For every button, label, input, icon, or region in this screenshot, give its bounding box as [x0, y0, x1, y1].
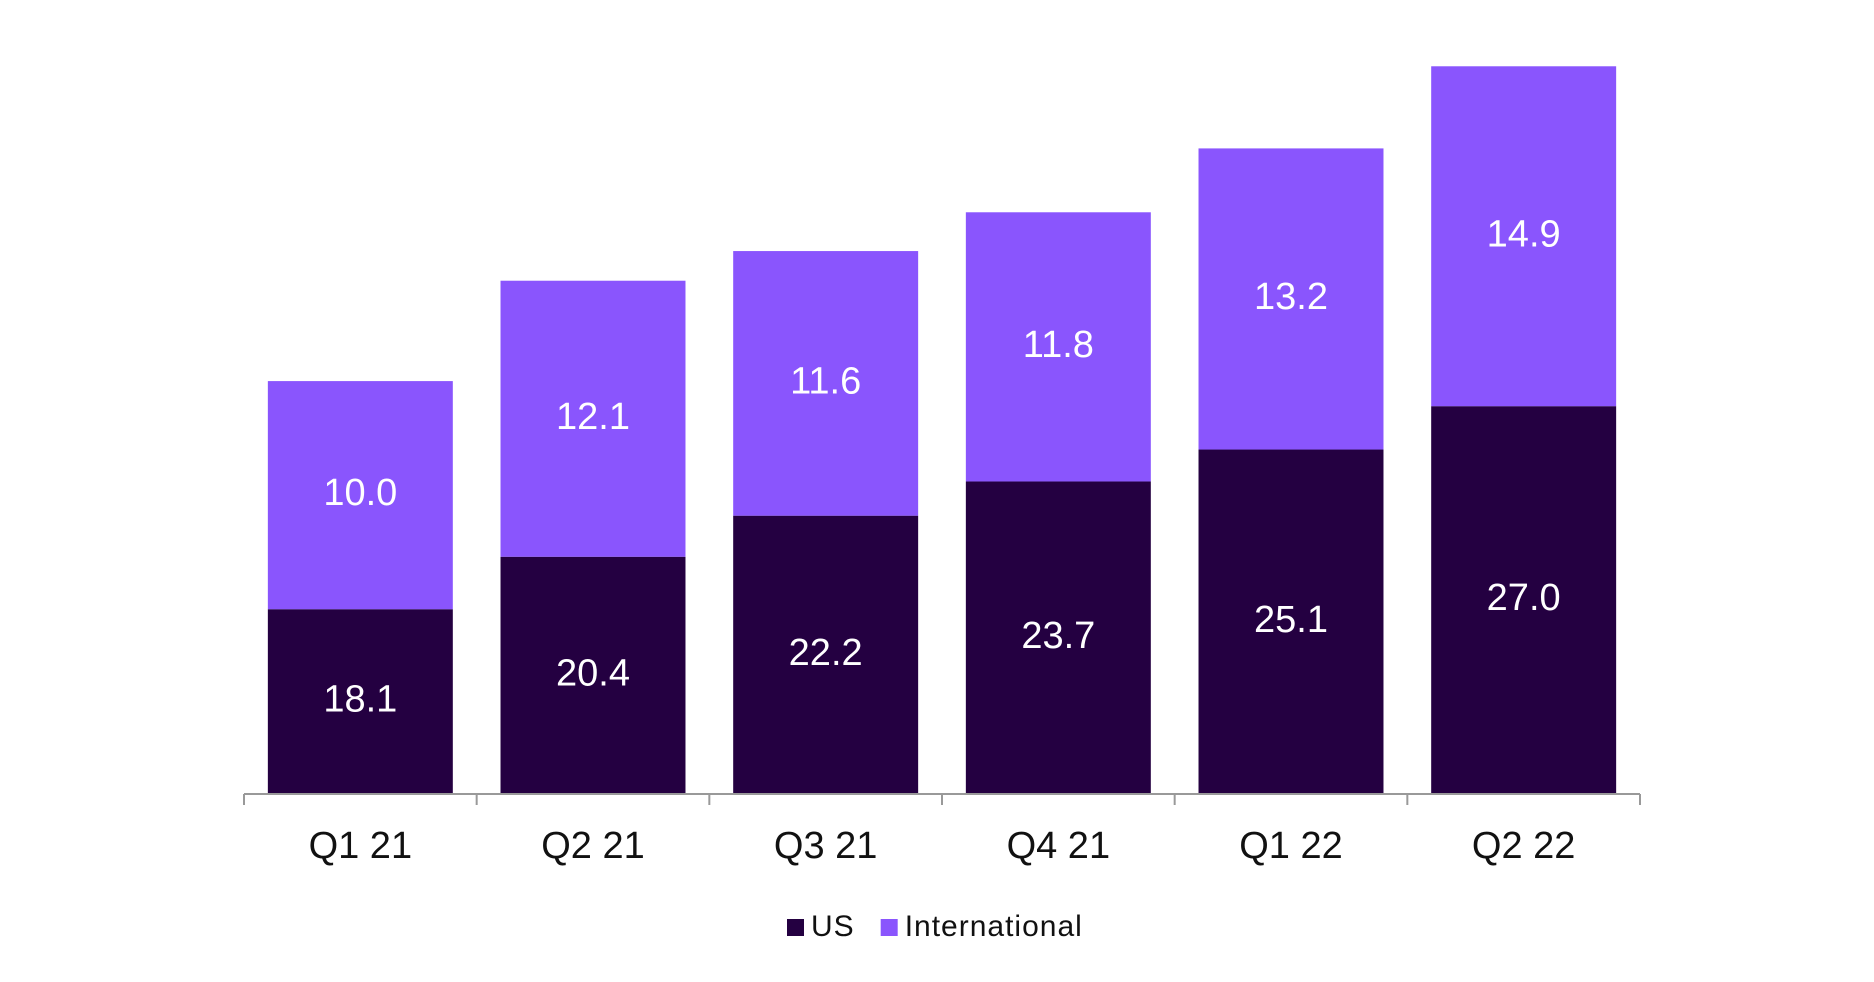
x-tick-label: Q2 22 [1472, 825, 1576, 867]
data-label: 11.6 [790, 360, 861, 402]
bar-segment [733, 251, 919, 516]
data-label: 11.8 [1023, 324, 1094, 366]
data-label: 20.4 [556, 652, 630, 694]
legend-label: International [905, 910, 1083, 943]
bar-segment [965, 481, 1151, 794]
legend-label: US [811, 910, 855, 943]
bar-segment [1431, 66, 1617, 407]
bar-segment [267, 381, 453, 610]
bar-segment [1198, 449, 1384, 794]
bar-segment [1431, 406, 1617, 794]
x-tick-label: Q2 21 [541, 825, 645, 867]
data-label: 27.0 [1487, 577, 1561, 619]
legend-swatch [787, 919, 804, 936]
data-label: 18.1 [323, 679, 397, 721]
data-label: 22.2 [789, 632, 863, 674]
bar-segment [267, 609, 453, 794]
data-label: 12.1 [556, 396, 630, 438]
data-label: 14.9 [1487, 213, 1561, 255]
x-tick-label: Q4 21 [1007, 825, 1111, 867]
x-tick-label: Q1 21 [309, 825, 413, 867]
bar-segment [965, 212, 1151, 482]
data-label: 23.7 [1021, 615, 1095, 657]
bar-segment [1198, 148, 1384, 450]
bar-segment [500, 280, 686, 557]
legend-swatch [880, 919, 898, 936]
bar-segment [733, 515, 919, 794]
data-label: 10.0 [323, 472, 397, 514]
data-label: 13.2 [1254, 276, 1328, 318]
data-label: 25.1 [1254, 599, 1328, 641]
x-tick-label: Q1 22 [1239, 825, 1343, 867]
bar-segment [500, 556, 686, 794]
x-tick-label: Q3 21 [774, 825, 878, 867]
